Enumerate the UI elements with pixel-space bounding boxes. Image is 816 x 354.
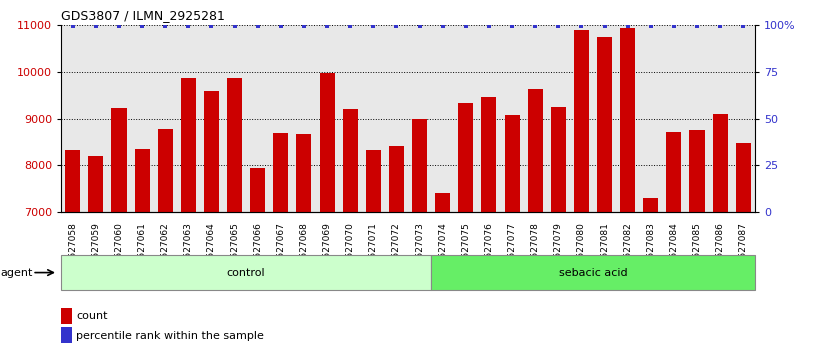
Point <box>66 23 79 29</box>
Bar <box>597 38 612 354</box>
Bar <box>296 133 312 354</box>
Bar <box>412 119 427 354</box>
Bar <box>343 109 357 354</box>
Bar <box>528 88 543 354</box>
Point <box>667 23 681 29</box>
Bar <box>620 28 635 354</box>
Bar <box>459 103 473 354</box>
Bar <box>112 108 126 354</box>
Bar <box>320 73 335 354</box>
Point <box>274 23 287 29</box>
Bar <box>61 255 431 290</box>
Point <box>482 23 495 29</box>
Text: agent: agent <box>1 268 33 278</box>
Bar <box>389 146 404 354</box>
Point <box>413 23 426 29</box>
Point <box>598 23 611 29</box>
Bar <box>481 97 496 354</box>
Point <box>205 23 218 29</box>
Bar <box>88 156 104 354</box>
Bar <box>667 132 681 354</box>
Point <box>366 23 379 29</box>
Point <box>459 23 472 29</box>
Bar <box>712 114 728 354</box>
Point <box>621 23 634 29</box>
Point <box>297 23 310 29</box>
Bar <box>273 133 288 354</box>
Bar <box>431 255 755 290</box>
Point <box>737 23 750 29</box>
Bar <box>551 107 565 354</box>
Text: percentile rank within the sample: percentile rank within the sample <box>76 331 264 341</box>
Text: control: control <box>227 268 265 278</box>
Bar <box>690 130 704 354</box>
Point <box>690 23 703 29</box>
Bar <box>574 30 589 354</box>
Bar <box>227 78 242 354</box>
Point <box>344 23 357 29</box>
Point <box>713 23 726 29</box>
Point <box>251 23 264 29</box>
Point <box>321 23 334 29</box>
Point <box>436 23 449 29</box>
Point <box>135 23 149 29</box>
Bar <box>65 149 80 354</box>
Text: sebacic acid: sebacic acid <box>559 268 628 278</box>
Bar <box>204 91 219 354</box>
Bar <box>504 115 520 354</box>
Bar <box>435 193 450 354</box>
Bar <box>135 149 149 354</box>
Bar <box>643 198 659 354</box>
Point <box>505 23 518 29</box>
Text: count: count <box>76 311 108 321</box>
Text: GDS3807 / ILMN_2925281: GDS3807 / ILMN_2925281 <box>61 9 225 22</box>
Point <box>182 23 195 29</box>
Point <box>89 23 102 29</box>
Bar <box>366 149 381 354</box>
Point <box>228 23 241 29</box>
Point <box>574 23 588 29</box>
Bar <box>181 78 196 354</box>
Point <box>552 23 565 29</box>
Point <box>390 23 403 29</box>
Point <box>113 23 126 29</box>
Point <box>158 23 171 29</box>
Bar <box>157 129 173 354</box>
Bar <box>251 168 265 354</box>
Bar <box>736 143 751 354</box>
Point <box>644 23 657 29</box>
Point <box>529 23 542 29</box>
